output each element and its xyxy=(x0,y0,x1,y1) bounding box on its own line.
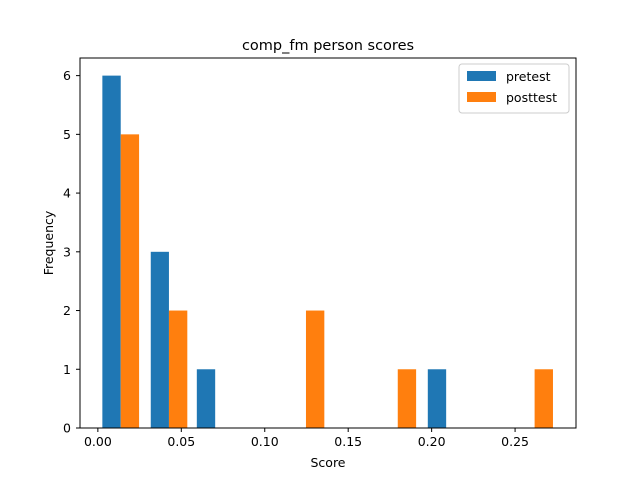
legend-swatch-pretest xyxy=(467,71,496,81)
legend-label-posttest: posttest xyxy=(506,90,557,105)
x-axis: 0.00 0.05 0.10 0.15 0.20 0.25 xyxy=(84,428,529,449)
x-tick-label: 0.15 xyxy=(334,434,362,449)
x-tick-label: 0.05 xyxy=(167,434,195,449)
bar-posttest-4 xyxy=(534,369,553,428)
legend: pretest posttest xyxy=(458,63,570,114)
bar-pretest-2 xyxy=(196,369,216,428)
y-tick-label: 1 xyxy=(63,362,71,377)
y-tick-label: 4 xyxy=(63,186,71,201)
bar-posttest-1 xyxy=(168,310,188,428)
y-axis-label: Frequency xyxy=(41,210,56,275)
bar-pretest-1 xyxy=(150,251,169,428)
y-tick-label: 2 xyxy=(63,303,71,318)
x-tick-label: 0.25 xyxy=(501,434,529,449)
legend-swatch-posttest xyxy=(467,92,496,102)
y-tick-label: 3 xyxy=(63,244,71,259)
bar-pretest-3 xyxy=(427,369,447,428)
y-tick-label: 6 xyxy=(63,68,71,83)
bar-posttest-0 xyxy=(120,134,140,428)
y-tick-label: 0 xyxy=(63,421,71,436)
y-tick-label: 5 xyxy=(63,127,71,142)
x-tick-label: 0.00 xyxy=(84,434,112,449)
x-tick-label: 0.10 xyxy=(251,434,279,449)
x-axis-label: Score xyxy=(310,455,345,470)
y-axis: 0 1 2 3 4 5 6 xyxy=(63,68,80,436)
x-tick-label: 0.20 xyxy=(418,434,446,449)
bar-posttest-2 xyxy=(305,310,325,428)
bars-layer xyxy=(102,75,553,429)
plot-frame xyxy=(79,57,577,429)
bar-posttest-3 xyxy=(397,369,417,428)
chart-title: comp_fm person scores xyxy=(242,38,414,54)
legend-label-pretest: pretest xyxy=(506,69,551,84)
bar-pretest-0 xyxy=(102,75,121,429)
